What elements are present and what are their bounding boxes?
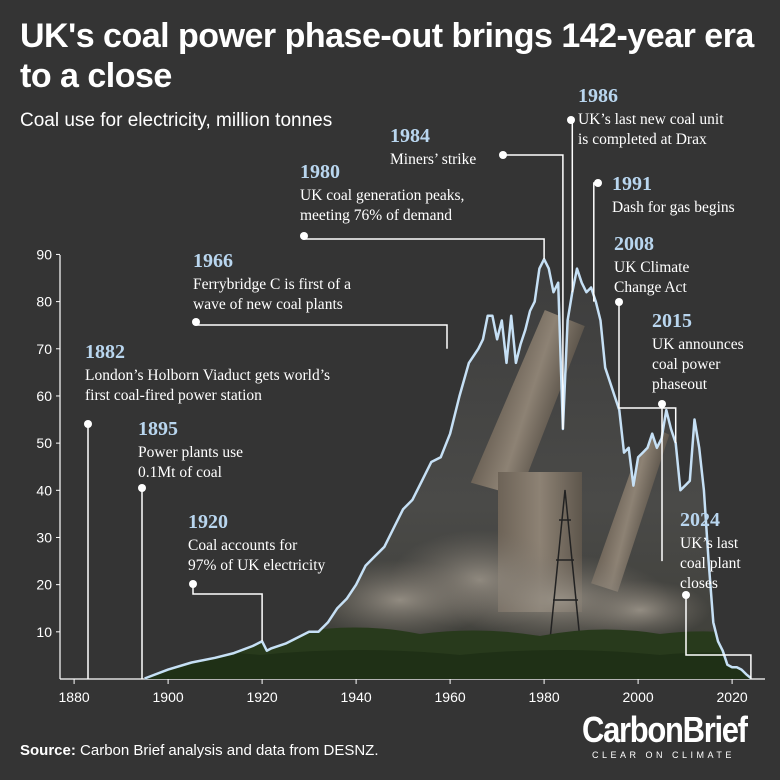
annotation-leader — [192, 584, 263, 642]
annotation-text: closes — [680, 575, 718, 592]
annotation-leader — [685, 595, 752, 679]
annotation-1895: 1895 Power plants use 0.1Mt of coal — [138, 418, 243, 679]
annotation-leader — [503, 154, 564, 429]
logo-tagline: CLEAR ON CLIMATE — [592, 750, 735, 760]
annotation-text: Power plants use — [138, 444, 243, 461]
annotation-1980: 1980 UK coal generation peaks, meeting 76%… — [300, 161, 545, 260]
annotation-text: UK Climate — [614, 259, 689, 276]
annotation-text: UK’s last new coal unit — [578, 111, 724, 128]
annotation-year: 1986 — [578, 85, 618, 107]
annotation-year: 1984 — [390, 125, 430, 147]
annotation-text: wave of new coal plants — [193, 296, 343, 313]
annotation-text: meeting 76% of demand — [300, 207, 452, 224]
annotation-text: is completed at Drax — [578, 131, 707, 148]
annotation-year: 1882 — [85, 341, 125, 363]
source-label: Source: — [20, 742, 76, 759]
annotation-dot — [189, 580, 197, 588]
annotation-text: Coal accounts for — [188, 537, 298, 554]
annotation-leader — [195, 322, 448, 349]
annotation-1991: 1991 Dash for gas begins — [593, 173, 735, 302]
carbon-brief-logo: CarbonBrief CLEAR ON CLIMATE — [582, 709, 762, 761]
annotation-2015: 2015 UK announces coal power phaseout — [652, 310, 744, 562]
x-tick-label: 1940 — [341, 689, 372, 705]
annotation-dot — [499, 151, 507, 159]
y-tick-label: 10 — [36, 624, 52, 640]
annotation-1920: 1920 Coal accounts for 97% of UK electrici… — [188, 511, 326, 642]
source-text: Carbon Brief analysis and data from DESN… — [75, 742, 379, 759]
annotation-text: 0.1Mt of coal — [138, 464, 222, 481]
annotation-2024: 2024 UK’s last coal plant closes — [680, 509, 752, 679]
logo-wordmark: CarbonBrief — [582, 709, 748, 750]
chart-subtitle: Coal use for electricity, million tonnes — [20, 110, 333, 131]
annotation-text: Change Act — [614, 279, 687, 296]
annotation-text: UK coal generation peaks, — [300, 187, 464, 204]
annotation-text: coal power — [652, 356, 721, 373]
annotation-dot — [84, 420, 92, 428]
y-tick-label: 90 — [36, 246, 52, 262]
y-tick-label: 80 — [36, 294, 52, 310]
annotation-1882: 1882 London’s Holborn Viaduct gets world’… — [84, 341, 330, 679]
y-tick-label: 60 — [36, 388, 52, 404]
annotation-year: 2008 — [614, 233, 654, 255]
x-tick-label: 2000 — [623, 689, 654, 705]
annotation-text: London’s Holborn Viaduct gets world’s — [85, 367, 330, 384]
annotation-text: UK’s last — [680, 535, 739, 552]
annotation-text: Miners’ strike — [390, 151, 476, 168]
annotation-2008: 2008 UK Climate Change Act — [614, 233, 689, 444]
annotation-text: UK announces — [652, 336, 744, 353]
annotation-1966: 1966 Ferrybridge C is first of a wave of n… — [192, 250, 448, 349]
y-tick-label: 70 — [36, 341, 52, 357]
chart-title: UK's coal power phase-out brings 142-yea… — [20, 17, 754, 95]
annotation-dot — [567, 116, 575, 124]
y-tick-label: 20 — [36, 577, 52, 593]
annotation-1984: 1984 Miners’ strike — [390, 125, 564, 429]
annotation-year: 1966 — [193, 250, 233, 272]
annotation-year: 1991 — [612, 173, 652, 195]
annotation-year: 2015 — [652, 310, 692, 332]
annotation-text: phaseout — [652, 376, 708, 393]
annotation-leader — [618, 302, 677, 444]
annotation-text: first coal-fired power station — [85, 387, 262, 404]
annotation-leader — [303, 236, 545, 260]
annotation-leader — [571, 119, 574, 293]
annotation-text: 97% of UK electricity — [188, 557, 326, 574]
x-tick-label: 1880 — [59, 689, 90, 705]
annotation-dot — [300, 232, 308, 240]
x-tick-label: 2020 — [717, 689, 748, 705]
annotation-text: coal plant — [680, 555, 741, 572]
x-tick-label: 1980 — [529, 689, 560, 705]
annotation-text: Dash for gas begins — [612, 199, 735, 216]
annotation-year: 1920 — [188, 511, 228, 533]
x-tick-label: 1900 — [153, 689, 184, 705]
annotation-year: 1895 — [138, 418, 178, 440]
annotation-leader — [593, 182, 598, 302]
annotation-dot — [682, 591, 690, 599]
annotation-year: 1980 — [300, 161, 340, 183]
coal-use-line — [144, 257, 752, 680]
annotation-year: 2024 — [680, 509, 720, 531]
y-tick-label: 30 — [36, 529, 52, 545]
x-tick-label: 1920 — [247, 689, 278, 705]
source-note: Source: Carbon Brief analysis and data f… — [20, 742, 379, 759]
annotation-dot — [138, 484, 146, 492]
y-tick-label: 40 — [36, 482, 52, 498]
y-tick-label: 50 — [36, 435, 52, 451]
x-tick-label: 1960 — [435, 689, 466, 705]
annotation-dot — [658, 400, 666, 408]
annotation-dot — [594, 179, 602, 187]
annotation-text: Ferrybridge C is first of a — [193, 276, 351, 293]
annotation-1986: 1986 UK’s last new coal unit is completed … — [567, 85, 724, 293]
annotation-dot — [192, 318, 200, 326]
annotation-dot — [615, 298, 623, 306]
